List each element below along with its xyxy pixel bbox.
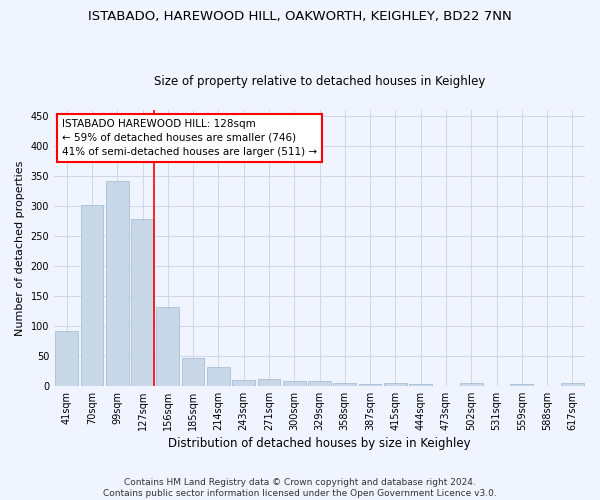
Bar [359,384,382,386]
Bar [334,384,356,386]
X-axis label: Distribution of detached houses by size in Keighley: Distribution of detached houses by size … [168,437,471,450]
Bar [182,358,205,386]
Bar [511,384,533,386]
Bar [207,366,230,386]
Text: ISTABADO, HAREWOOD HILL, OAKWORTH, KEIGHLEY, BD22 7NN: ISTABADO, HAREWOOD HILL, OAKWORTH, KEIGH… [88,10,512,23]
Bar [460,384,482,386]
Bar [384,384,407,386]
Bar [131,220,154,386]
Bar [561,384,584,386]
Bar [80,205,103,386]
Bar [157,308,179,386]
Bar [283,381,305,386]
Bar [106,181,128,386]
Bar [232,380,255,386]
Text: Contains HM Land Registry data © Crown copyright and database right 2024.
Contai: Contains HM Land Registry data © Crown c… [103,478,497,498]
Y-axis label: Number of detached properties: Number of detached properties [15,160,25,336]
Title: Size of property relative to detached houses in Keighley: Size of property relative to detached ho… [154,76,485,88]
Bar [55,332,78,386]
Bar [308,381,331,386]
Bar [257,378,280,386]
Text: ISTABADO HAREWOOD HILL: 128sqm
← 59% of detached houses are smaller (746)
41% of: ISTABADO HAREWOOD HILL: 128sqm ← 59% of … [62,119,317,157]
Bar [409,384,432,386]
